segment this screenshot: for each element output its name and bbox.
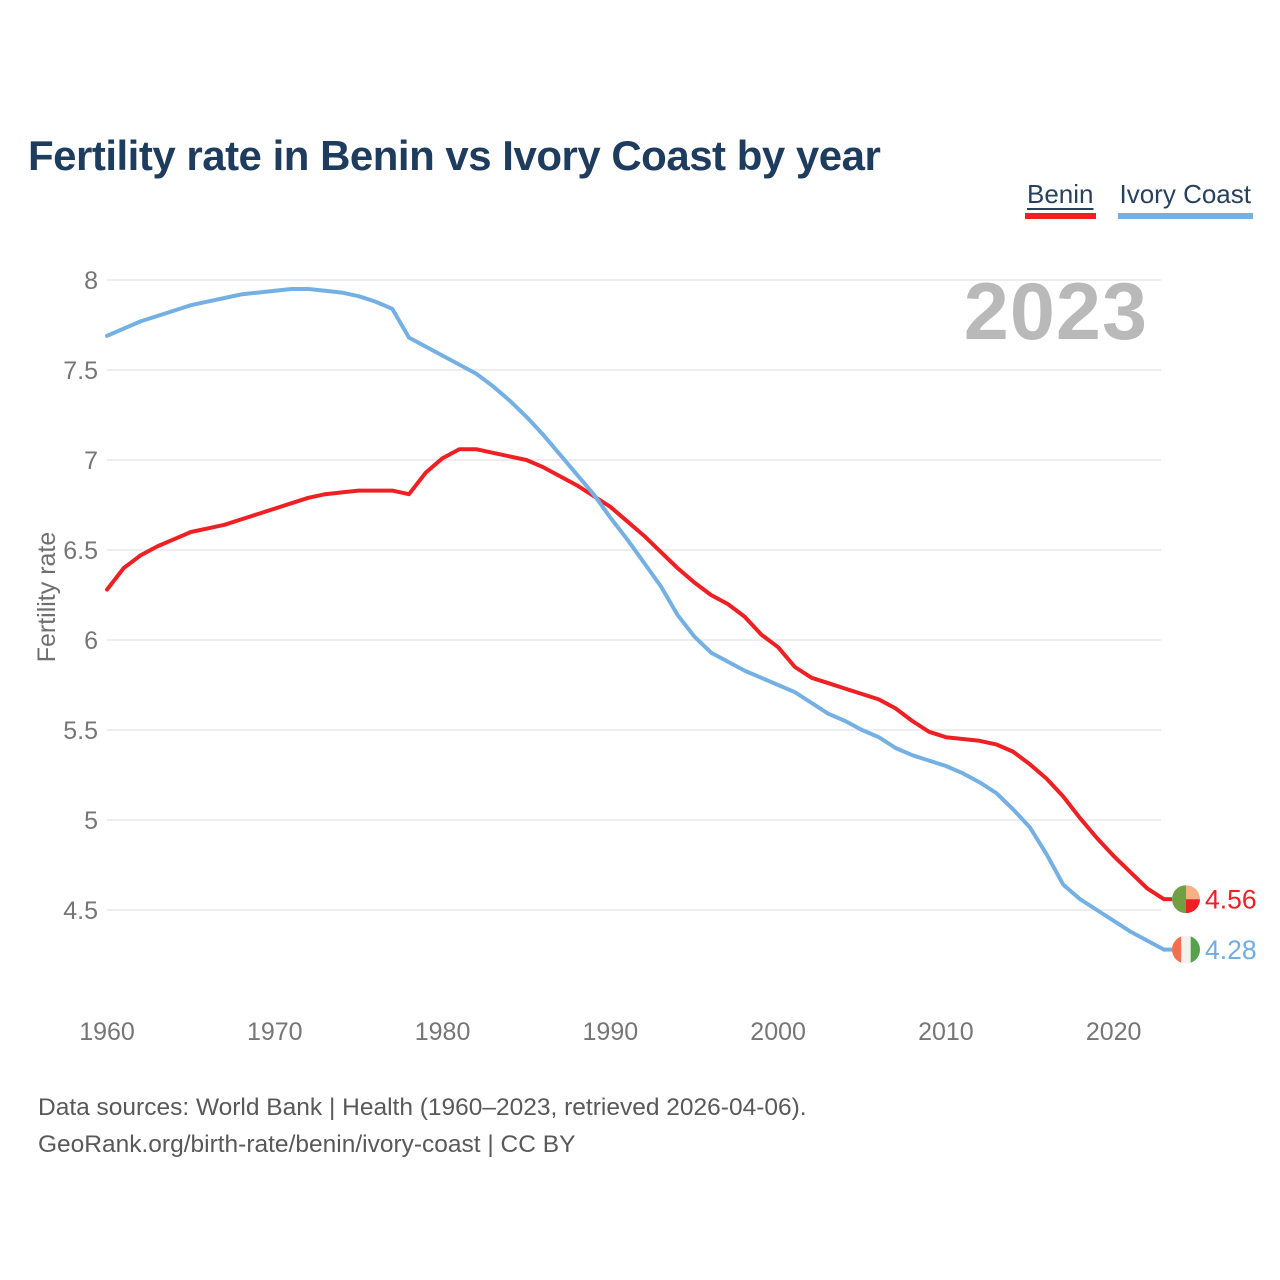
footer: Data sources: World Bank | Health (1960–… bbox=[38, 1089, 807, 1163]
y-tick-label: 6 bbox=[84, 627, 98, 655]
benin-flag-icon bbox=[1172, 885, 1200, 914]
footer-attribution-line: GeoRank.org/birth-rate/benin/ivory-coast… bbox=[38, 1131, 576, 1158]
y-tick-label: 5 bbox=[84, 807, 98, 835]
x-tick-label: 1960 bbox=[79, 1018, 135, 1046]
ivory-coast-line[interactable] bbox=[105, 287, 1166, 952]
ivory-coast-end-value: 4.28 bbox=[1205, 935, 1257, 965]
legend-item-benin[interactable]: Benin bbox=[1025, 181, 1096, 219]
x-tick-label: 1980 bbox=[415, 1018, 471, 1046]
x-tick-label: 2000 bbox=[750, 1018, 806, 1046]
legend-label-benin: Benin bbox=[1027, 179, 1094, 209]
x-tick-label: 1990 bbox=[583, 1018, 639, 1046]
y-tick-label: 7.5 bbox=[63, 357, 98, 385]
y-tick-label: 7 bbox=[84, 447, 98, 475]
y-tick-label: 5.5 bbox=[63, 717, 98, 745]
y-tick-label: 8 bbox=[84, 267, 98, 295]
legend-item-ivory-coast[interactable]: Ivory Coast bbox=[1117, 179, 1253, 219]
x-tick-label: 2020 bbox=[1086, 1018, 1142, 1046]
y-tick-label: 4.5 bbox=[63, 897, 98, 925]
ivory-coast-flag-icon bbox=[1172, 935, 1200, 964]
x-tick-label: 2010 bbox=[918, 1018, 974, 1046]
benin-line[interactable] bbox=[105, 447, 1166, 902]
page-title: Fertility rate in Benin vs Ivory Coast b… bbox=[28, 132, 881, 180]
legend-label-ivory-coast: Ivory Coast bbox=[1119, 179, 1252, 209]
x-tick-label: 1970 bbox=[247, 1018, 303, 1046]
legend: Benin Ivory Coast bbox=[1025, 181, 1253, 219]
footer-sources-line: Data sources: World Bank | Health (1960–… bbox=[38, 1094, 807, 1121]
y-tick-label: 6.5 bbox=[63, 537, 98, 565]
benin-end-value: 4.56 bbox=[1205, 885, 1257, 915]
year-watermark: 2023 bbox=[963, 267, 1148, 357]
